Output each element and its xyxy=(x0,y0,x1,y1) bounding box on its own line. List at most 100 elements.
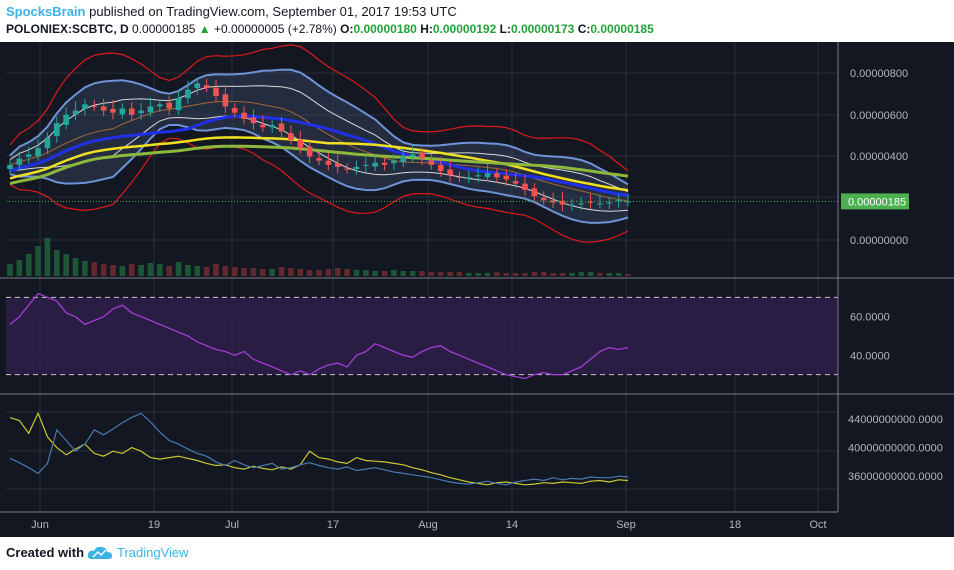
candle-body xyxy=(522,183,528,190)
volume-bar xyxy=(203,267,210,276)
rsi-tick-label: 40.0000 xyxy=(850,350,890,362)
volume-bar xyxy=(269,269,275,276)
volume-bar xyxy=(63,254,69,276)
footer: Created with TradingView xyxy=(0,537,954,570)
volume-bar xyxy=(72,258,79,276)
volume-bar xyxy=(325,269,332,276)
volume-bar xyxy=(306,270,313,276)
volume-bar xyxy=(428,272,435,276)
candle-body xyxy=(615,200,622,202)
volume-bar xyxy=(157,264,163,276)
candle-body xyxy=(578,203,584,205)
volume-bar xyxy=(447,272,453,276)
candle-body xyxy=(63,114,69,125)
volume-bar xyxy=(241,268,247,276)
volume-bar xyxy=(475,273,481,276)
chart-area[interactable]: 0.00000185 0.00000800 0.00000600 0.0000040… xyxy=(0,42,954,537)
volume-bar xyxy=(100,264,107,276)
time-tick-label: 18 xyxy=(729,519,741,531)
candle-body xyxy=(44,137,51,149)
volume-bar xyxy=(381,271,388,276)
volume-bar xyxy=(522,273,528,276)
volume-bar xyxy=(110,265,116,276)
volume-bar xyxy=(587,272,594,276)
candle-body xyxy=(409,154,416,157)
candle-body xyxy=(25,154,32,157)
candle-body xyxy=(503,175,510,180)
up-arrow-icon: ▲ xyxy=(198,22,211,36)
volume-bar xyxy=(569,273,575,276)
candle-body xyxy=(119,108,126,115)
candle-body xyxy=(353,166,360,170)
symbol-label: POLONIEX:SCBTC, D xyxy=(6,22,129,36)
publish-info: published on TradingView.com, September … xyxy=(89,4,457,19)
open-value: 0.00000180 xyxy=(353,22,417,36)
candle-body xyxy=(194,83,201,89)
volume-bar xyxy=(316,270,322,276)
volume-bar xyxy=(213,264,219,276)
tradingview-logo-icon xyxy=(87,546,112,559)
price-tick-label: 0.00000400 xyxy=(850,151,908,163)
volume-bar xyxy=(578,272,584,276)
time-tick-label: 19 xyxy=(148,519,160,531)
last-price: 0.00000185 xyxy=(132,22,196,36)
chart-background xyxy=(0,42,954,537)
price-pane[interactable]: 0.00000185 xyxy=(6,44,909,276)
volume-bar xyxy=(400,271,407,276)
bollinger-fill xyxy=(10,69,628,223)
candle-body xyxy=(35,148,41,157)
candle-body xyxy=(128,108,135,115)
candle-body xyxy=(222,94,229,107)
volume-bar xyxy=(550,273,556,276)
candle-body xyxy=(372,162,378,167)
oscillator-pane[interactable] xyxy=(9,411,629,486)
oscillator-line-2 xyxy=(9,412,629,486)
volume-bar xyxy=(119,266,126,276)
candle-body xyxy=(569,204,575,207)
volume-bar xyxy=(44,238,51,276)
time-tick-label: Jun xyxy=(31,519,49,531)
high-label: H: xyxy=(420,22,433,36)
close-value: 0.00000185 xyxy=(590,22,654,36)
candle-body xyxy=(260,124,266,128)
volume-bar xyxy=(35,246,41,276)
volume-bar xyxy=(615,273,622,276)
volume-bar xyxy=(466,273,472,276)
time-tick-label: Sep xyxy=(616,519,636,531)
rsi-pane[interactable] xyxy=(6,292,838,380)
tradingview-brand-link[interactable]: TradingView xyxy=(117,545,189,560)
open-label: O: xyxy=(340,22,354,36)
candle-body xyxy=(550,200,556,203)
moving-average-green xyxy=(9,144,629,186)
chart-header: SpocksBrain published on TradingView.com… xyxy=(0,0,954,42)
volume-bar xyxy=(540,272,547,276)
candle-body xyxy=(391,160,397,164)
volume-bar xyxy=(559,273,566,276)
volume-bar xyxy=(456,272,463,276)
candle-body xyxy=(540,197,547,201)
volume-bar xyxy=(175,262,182,276)
volume-bar xyxy=(334,268,341,276)
candle-body xyxy=(325,160,332,165)
axes: 0.00000800 0.00000600 0.00000400 0.00000000… xyxy=(0,42,954,531)
volume-bar xyxy=(297,269,304,276)
candle-body xyxy=(531,188,538,197)
volume-bar xyxy=(353,270,360,276)
bollinger-outer-upper xyxy=(9,44,629,172)
volume-bar xyxy=(503,273,510,276)
candle-body xyxy=(241,112,247,119)
candle-body xyxy=(147,106,154,113)
candle-body xyxy=(138,110,144,114)
volume-bar xyxy=(597,273,603,276)
bollinger-mid-lower xyxy=(9,124,629,224)
volume-bar xyxy=(512,273,519,276)
high-value: 0.00000192 xyxy=(432,22,497,36)
volume-bar xyxy=(391,270,397,276)
volume-bar xyxy=(25,254,32,276)
author-link[interactable]: SpocksBrain xyxy=(6,4,86,19)
candle-body xyxy=(100,106,107,111)
candle-body xyxy=(419,152,425,159)
rsi-tick-label: 60.0000 xyxy=(850,312,890,324)
volume-bar xyxy=(437,272,444,276)
time-tick-label: 17 xyxy=(327,519,339,531)
